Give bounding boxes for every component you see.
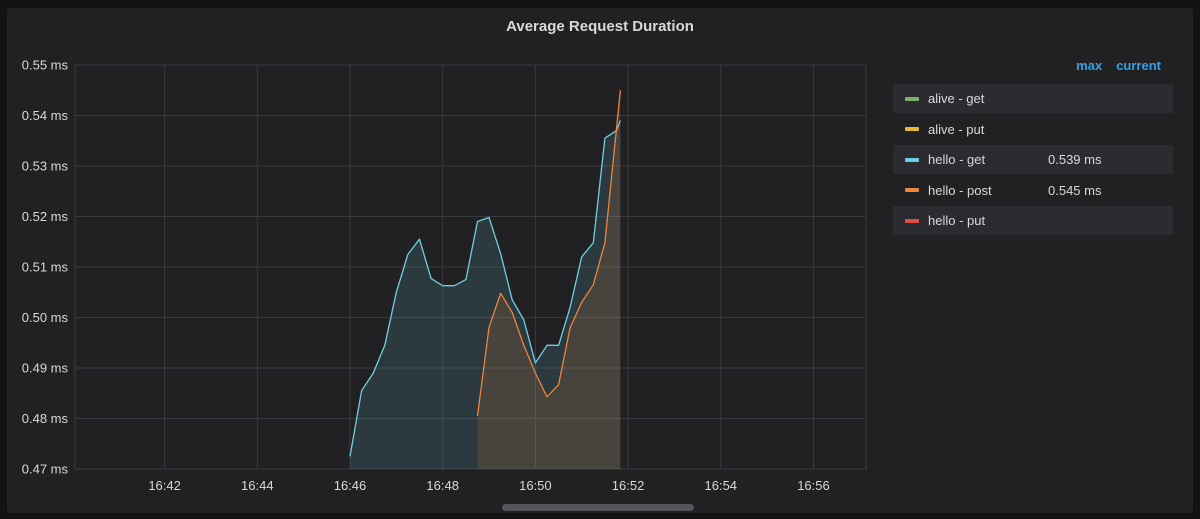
x-tick-label: 16:48 (426, 478, 459, 493)
legend-current-value: 0.545 ms (1048, 182, 1102, 198)
legend-item-hello-get[interactable]: hello - get 0.539 ms (893, 145, 1173, 174)
y-tick-label: 0.47 ms (22, 462, 69, 477)
x-tick-label: 16:46 (334, 478, 367, 493)
x-axis: 16:42 16:44 16:46 16:48 16:50 16:52 16:54 16:56 (148, 478, 829, 493)
y-tick-label: 0.50 ms (22, 310, 69, 325)
legend-swatch[interactable] (905, 188, 919, 192)
legend-swatch[interactable] (905, 96, 919, 101)
x-tick-label: 16:42 (148, 478, 181, 493)
y-axis: 0.47 ms 0.48 ms 0.49 ms 0.50 ms 0.51 ms 0.52 … (22, 58, 69, 477)
legend-series-name[interactable]: alive - get (928, 91, 985, 106)
legend-item-alive-put[interactable]: alive - put (893, 115, 1173, 144)
legend: max current alive - get alive - put hello … (893, 58, 1173, 237)
horizontal-scrollbar[interactable] (502, 504, 694, 511)
y-tick-label: 0.49 ms (22, 361, 69, 376)
legend-item-hello-put[interactable]: hello - put (893, 206, 1173, 235)
legend-item-alive-get[interactable]: alive - get (893, 84, 1173, 113)
line-hello-post[interactable] (476, 90, 622, 417)
y-tick-label: 0.55 ms (22, 58, 69, 73)
legend-item-hello-post[interactable]: hello - post 0.545 ms (893, 176, 1173, 205)
y-tick-label: 0.54 ms (22, 108, 69, 123)
legend-header: max current (893, 58, 1173, 84)
y-tick-label: 0.51 ms (22, 260, 69, 275)
chart-title: Average Request Duration (506, 18, 694, 35)
legend-col-current[interactable]: current (1116, 58, 1161, 73)
y-tick-label: 0.53 ms (22, 159, 69, 174)
legend-col-max[interactable]: max (1076, 58, 1103, 73)
legend-swatch[interactable] (905, 157, 919, 162)
legend-current-value: 0.539 ms (1048, 152, 1102, 167)
legend-series-name[interactable]: hello - put (928, 213, 986, 228)
x-tick-label: 16:44 (241, 478, 274, 493)
legend-series-name[interactable]: alive - put (928, 121, 985, 137)
legend-series-name[interactable]: hello - post (928, 182, 992, 198)
x-tick-label: 16:56 (797, 478, 830, 493)
x-tick-label: 16:52 (612, 478, 645, 493)
x-tick-label: 16:54 (705, 478, 738, 493)
series-areas (350, 90, 621, 470)
area-hello-post (477, 90, 621, 470)
legend-series-name[interactable]: hello - get (928, 152, 986, 167)
y-tick-label: 0.48 ms (22, 411, 69, 426)
y-tick-label: 0.52 ms (22, 209, 69, 224)
grid-lines (74, 64, 867, 470)
legend-swatch[interactable] (905, 218, 919, 223)
line-hello-get[interactable] (349, 120, 622, 457)
legend-swatch[interactable] (905, 127, 919, 131)
x-tick-label: 16:50 (519, 478, 552, 493)
area-hello-get (350, 120, 621, 469)
series-lines (349, 90, 622, 457)
